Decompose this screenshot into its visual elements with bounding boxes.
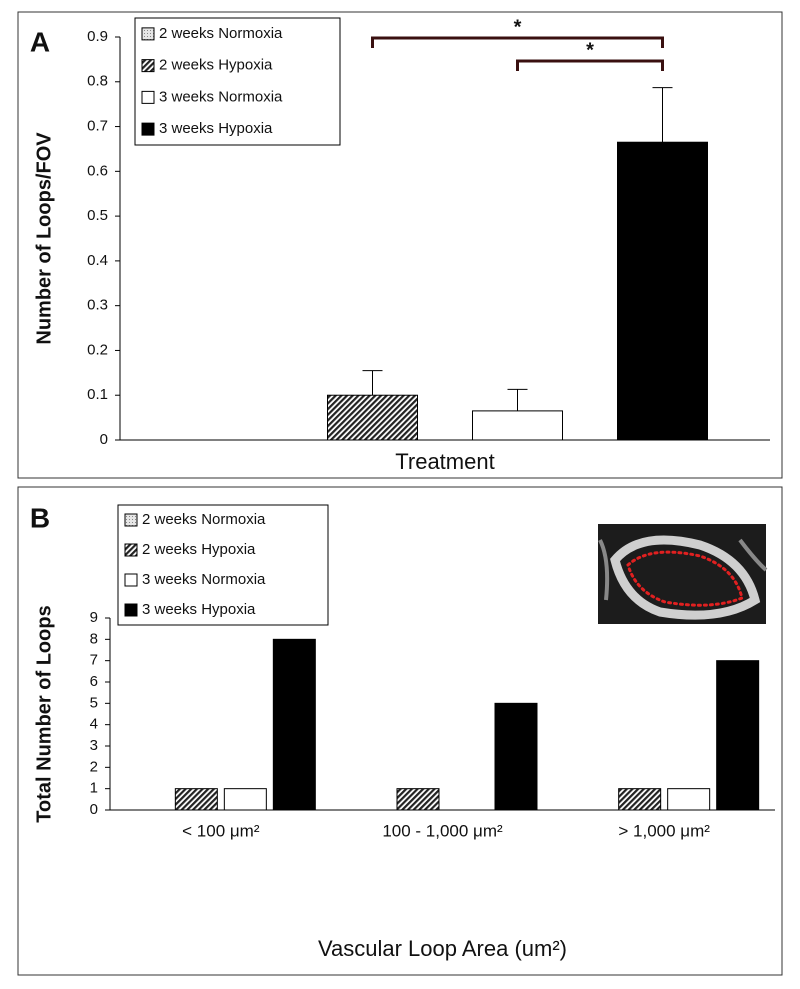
error-bar — [652, 87, 673, 143]
legend-swatch — [141, 27, 155, 41]
legend-swatch — [124, 513, 138, 527]
y-axis-label: Number of Loops/FOV — [33, 132, 55, 345]
y-tick-label: 0.9 — [87, 28, 108, 45]
y-tick-label: 8 — [90, 630, 98, 647]
y-tick-label: 0 — [100, 431, 108, 448]
legend-label: 3 weeks Hypoxia — [159, 120, 273, 137]
legend-swatch — [124, 573, 138, 587]
bar — [472, 410, 563, 441]
bar — [617, 141, 708, 441]
y-tick-label: 7 — [90, 652, 98, 669]
legend-label: 2 weeks Hypoxia — [142, 541, 256, 558]
legend-label: 3 weeks Normoxia — [142, 571, 266, 588]
bar — [494, 702, 538, 811]
significance-label: * — [586, 39, 594, 61]
y-tick-label: 0.7 — [87, 118, 108, 135]
y-tick-label: 0 — [90, 801, 98, 818]
x-axis-label: Vascular Loop Area (um²) — [318, 936, 567, 961]
y-tick-label: 0.2 — [87, 341, 108, 358]
y-tick-label: 9 — [90, 609, 98, 626]
panel-frame — [17, 11, 783, 479]
legend-swatch — [141, 59, 155, 73]
legend-box — [134, 17, 341, 146]
legend-label: 3 weeks Normoxia — [159, 88, 283, 105]
y-tick-label: 0.4 — [87, 252, 108, 269]
x-tick-label: < 100 μm² — [182, 821, 260, 840]
y-axis-label: Total Number of Loops — [33, 605, 55, 822]
legend-label: 2 weeks Hypoxia — [159, 57, 273, 74]
x-axis-label: Treatment — [395, 449, 494, 474]
legend-label: 2 weeks Normoxia — [159, 25, 283, 42]
y-tick-label: 0.6 — [87, 162, 108, 179]
panel-frame — [17, 486, 783, 976]
significance-bracket — [516, 59, 664, 71]
legend-swatch — [141, 122, 155, 136]
y-tick-label: 3 — [90, 737, 98, 754]
bar — [223, 788, 267, 811]
significance-bracket — [371, 36, 664, 48]
bar — [396, 788, 440, 811]
inset-image — [598, 524, 768, 624]
y-tick-label: 0.5 — [87, 207, 108, 224]
y-tick-label: 0.1 — [87, 386, 108, 403]
y-tick-label: 4 — [90, 716, 98, 733]
legend-swatch — [124, 603, 138, 617]
bar — [174, 788, 218, 811]
significance-label: * — [514, 16, 522, 38]
legend-swatch — [124, 543, 138, 557]
error-bar — [507, 388, 528, 411]
legend-box — [117, 504, 329, 626]
y-tick-label: 1 — [90, 780, 98, 797]
y-tick-label: 6 — [90, 673, 98, 690]
panel-title: A — [30, 26, 50, 57]
bar — [667, 788, 711, 811]
bar — [716, 660, 760, 811]
panel-title: B — [30, 502, 50, 533]
y-tick-label: 2 — [90, 758, 98, 775]
x-tick-label: > 1,000 μm² — [618, 821, 710, 840]
legend-label: 2 weeks Normoxia — [142, 511, 266, 528]
bar — [327, 394, 418, 441]
legend-label: 3 weeks Hypoxia — [142, 601, 256, 618]
y-tick-label: 5 — [90, 694, 98, 711]
bar — [618, 788, 662, 811]
y-tick-label: 0.3 — [87, 297, 108, 314]
error-bar — [362, 370, 383, 396]
y-tick-label: 0.8 — [87, 73, 108, 90]
bar — [272, 638, 316, 811]
x-tick-label: 100 - 1,000 μm² — [382, 821, 503, 840]
legend-swatch — [141, 90, 155, 104]
